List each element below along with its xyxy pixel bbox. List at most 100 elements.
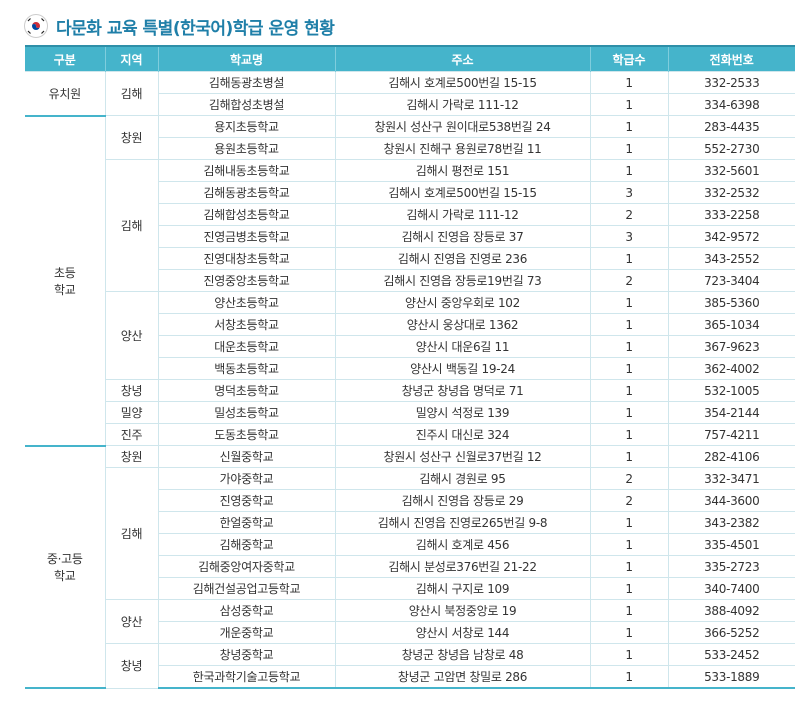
phone: 354-2144 [667,401,795,424]
table-row: 김해중앙여자중학교 김해시 분성로376번길 21-22 1 335-2723 [25,555,795,578]
phone: 385-5360 [667,291,795,314]
table-row: 유치원 김해 김해동광초병설 김해시 호계로500번길 15-15 1 332-2533 [25,71,795,117]
phone: 332-3471 [667,467,795,490]
class-count: 3 [589,181,669,204]
school-name: 진영중앙초등학교 [158,269,336,292]
school-name: 김해내동초등학교 [157,159,336,182]
school-name: 신월중학교 [157,445,336,468]
class-count: 2 [589,467,669,490]
school-name: 김해건설공업고등학교 [158,577,336,600]
address: 창녕군 고암면 창밀로 286 [334,665,591,689]
table-row: 김해합성초등학교 김해시 가락로 111-12 2 333-2258 [25,203,795,226]
phone: 332-2533 [667,71,795,94]
column-header: 지역 [104,45,158,72]
region-cell: 김해 [104,71,159,116]
school-name: 한얼중학교 [158,511,336,534]
class-count: 1 [589,335,669,358]
school-name: 진영금병초등학교 [158,225,336,248]
table-row: 중·고등 학교 창원 신월중학교 창원시 성산구 신월로37번길 12 1 282-410… [25,445,795,689]
school-name: 김해합성초병설 [158,93,336,116]
school-name: 김해중앙여자중학교 [158,555,336,578]
class-count: 1 [589,511,669,534]
class-count: 1 [589,621,669,644]
table-row: 진영금병초등학교 김해시 진영읍 장등로 37 3 342-9572 [25,225,795,248]
school-name: 용지초등학교 [157,115,336,138]
phone: 365-1034 [667,313,795,336]
phone: 340-7400 [667,577,795,600]
class-count: 1 [589,291,669,314]
class-count: 1 [589,555,669,578]
category-cell: 중·고등 학교 [25,445,106,689]
school-name: 한국과학기술고등학교 [158,665,336,689]
phone: 366-5252 [667,621,795,644]
class-count: 1 [589,423,669,446]
school-name: 백동초등학교 [158,357,336,380]
phone: 342-9572 [667,225,795,248]
column-header: 학교명 [157,45,335,72]
table-row: 진영중앙초등학교 김해시 진영읍 장등로19번길 73 2 723-3404 [25,269,795,292]
address: 김해시 호계로 456 [334,533,591,556]
phone: 533-1889 [667,665,795,689]
region-cell: 창녕 [105,643,159,689]
class-count: 1 [589,357,669,380]
class-count: 1 [589,159,669,182]
table-row: 창녕 창녕중학교 창녕군 창녕읍 남창로 48 1 533-2452 [25,643,795,689]
table-row: 한국과학기술고등학교 창녕군 고암면 창밀로 286 1 533-1889 [25,665,795,689]
school-name: 김해동광초등학교 [158,181,336,204]
address: 김해시 호계로500번길 15-15 [334,71,591,94]
phone: 552-2730 [667,137,795,160]
address: 진주시 대신로 324 [334,423,591,446]
address: 김해시 호계로500번길 15-15 [334,181,591,204]
address: 창녕군 창녕읍 남창로 48 [334,643,591,666]
table-row: 양산 양산초등학교 양산시 중앙우회로 102 1 385-5360 [25,291,795,380]
class-count: 2 [589,269,669,292]
table-row: 백동초등학교 양산시 백동길 19-24 1 362-4002 [25,357,795,380]
school-name: 용원초등학교 [158,137,336,160]
school-name: 삼성중학교 [157,599,336,622]
school-name: 김해중학교 [158,533,336,556]
class-count: 1 [589,247,669,270]
class-count: 1 [589,313,669,336]
table-row: 김해합성초병설 김해시 가락로 111-12 1 334-6398 [25,93,795,116]
address: 창원시 성산구 신월로37번길 12 [334,445,591,468]
column-header: 학급수 [589,45,668,72]
column-header: 주소 [334,45,590,72]
table-row: 진영중학교 김해시 진영읍 장등로 29 2 344-3600 [25,489,795,512]
school-name: 개운중학교 [158,621,336,644]
class-count: 1 [589,643,669,666]
class-count: 1 [589,577,669,600]
class-count: 3 [589,225,669,248]
class-count: 1 [589,445,669,468]
address: 김해시 진영읍 장등로 29 [334,489,591,512]
school-name: 가야중학교 [157,467,336,490]
address: 김해시 진영읍 장등로19번길 73 [334,269,591,292]
phone: 283-4435 [667,115,795,138]
phone: 362-4002 [667,357,795,380]
region-cell: 창원 [104,445,159,468]
school-name: 김해합성초등학교 [158,203,336,226]
address: 밀양시 석정로 139 [334,401,591,424]
flag-icon [24,14,48,38]
region-cell: 양산 [105,291,159,380]
category-cell: 유치원 [25,71,106,117]
address: 김해시 구지로 109 [334,577,591,600]
table-row: 김해 김해내동초등학교 김해시 평전로 151 1 332-5601 [25,159,795,292]
phone: 367-9623 [667,335,795,358]
school-name: 진영중학교 [158,489,336,512]
table-body: 유치원 김해 김해동광초병설 김해시 호계로500번길 15-15 1 332-2533 김… [25,71,795,689]
phone: 334-6398 [667,93,795,116]
address: 김해시 진영읍 진영로 236 [334,247,591,270]
table-row: 창녕 명덕초등학교 창녕군 창녕읍 명덕로 71 1 532-1005 [25,379,795,402]
school-table: 구분 지역 학교명 주소 학급수 전화번호 유치원 김해 김해동광초병설 김해시 호계로500번… [25,45,795,689]
header-row: 구분 지역 학교명 주소 학급수 전화번호 [25,45,795,72]
address: 김해시 분성로376번길 21-22 [334,555,591,578]
address: 양산시 중앙우회로 102 [334,291,591,314]
school-name: 진영대창초등학교 [158,247,336,270]
class-count: 1 [589,665,669,689]
region-cell: 김해 [105,467,159,600]
class-count: 2 [589,203,669,226]
table-row: 김해 가야중학교 김해시 경원로 95 2 332-3471 [25,467,795,600]
phone: 344-3600 [667,489,795,512]
table-row: 밀양 밀성초등학교 밀양시 석정로 139 1 354-2144 [25,401,795,424]
